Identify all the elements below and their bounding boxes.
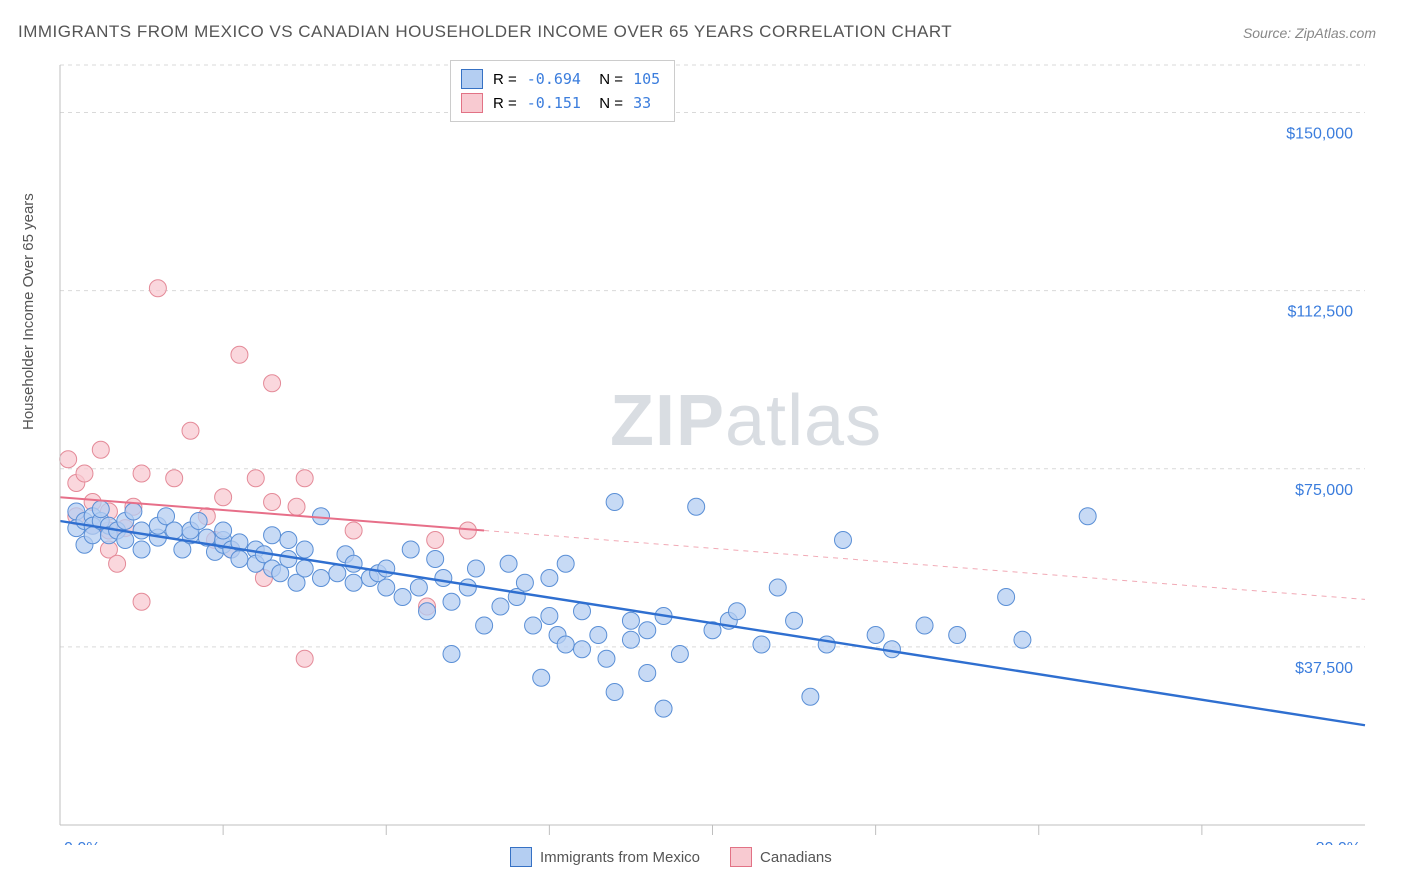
source-label: Source: ZipAtlas.com: [1243, 25, 1376, 41]
stat-row-pink: R = -0.151 N = 33: [461, 91, 660, 115]
correlation-stats-box: R = -0.694 N = 105 R = -0.151 N = 33: [450, 60, 675, 122]
stat-n-label: N =: [591, 95, 623, 112]
legend-item: Canadians: [730, 847, 832, 867]
correlation-scatter-chart: $37,500 $75,000 $112,500 $150,000 0.0% 80.0%: [50, 55, 1385, 845]
legend-label: Immigrants from Mexico: [540, 849, 700, 866]
swatch-pink-icon: [730, 847, 752, 867]
svg-text:$150,000: $150,000: [1286, 126, 1353, 143]
stat-n-label: N =: [591, 71, 623, 88]
chart-title: IMMIGRANTS FROM MEXICO VS CANADIAN HOUSE…: [18, 22, 952, 42]
series-legend: Immigrants from Mexico Canadians: [510, 847, 832, 867]
stat-n-value: 105: [633, 70, 660, 88]
legend-item: Immigrants from Mexico: [510, 847, 700, 867]
stat-r-label: R =: [493, 95, 517, 112]
stat-r-value: -0.151: [527, 94, 581, 112]
swatch-pink-icon: [461, 93, 483, 113]
y-axis-label: Householder Income Over 65 years: [20, 193, 37, 430]
stat-r-label: R =: [493, 71, 517, 88]
legend-label: Canadians: [760, 849, 832, 866]
swatch-blue-icon: [510, 847, 532, 867]
swatch-blue-icon: [461, 69, 483, 89]
stat-row-blue: R = -0.694 N = 105: [461, 67, 660, 91]
svg-text:0.0%: 0.0%: [64, 840, 100, 845]
svg-text:$112,500: $112,500: [1287, 304, 1353, 321]
stat-r-value: -0.694: [527, 70, 581, 88]
svg-text:$75,000: $75,000: [1295, 482, 1353, 499]
svg-text:$37,500: $37,500: [1295, 660, 1353, 677]
stat-n-value: 33: [633, 94, 651, 112]
svg-text:80.0%: 80.0%: [1316, 840, 1361, 845]
